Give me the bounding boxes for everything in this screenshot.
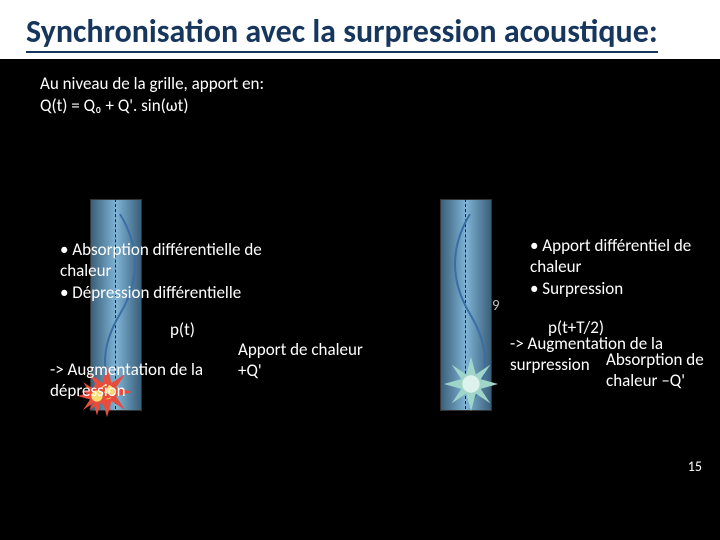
diagram-body: Au niveau de la grille, apport en: Q(t) … xyxy=(0,59,720,489)
right-heat-label: Absorption de chaleur –Q' xyxy=(606,349,720,392)
arrow-right-icon: → xyxy=(548,297,564,319)
right-nine-marker: 9 xyxy=(492,297,500,316)
left-panel: • Absorption différentielle de chaleur •… xyxy=(30,199,340,459)
right-bullets: • Apport différentiel de chaleur • Surpr… xyxy=(530,235,720,299)
left-pt-label: p(t) xyxy=(170,319,195,340)
right-burst-icon xyxy=(442,355,500,413)
intro-line-2: Q(t) = Q₀ + Q'. sin(ωt) xyxy=(40,95,264,117)
intro-line-1: Au niveau de la grille, apport en: xyxy=(40,73,264,95)
page-title: Synchronisation avec la surpression acou… xyxy=(26,14,658,53)
intro-text: Au niveau de la grille, apport en: Q(t) … xyxy=(40,73,264,117)
left-bullets: • Absorption différentielle de chaleur •… xyxy=(60,239,270,303)
page-number: 15 xyxy=(688,458,702,475)
right-panel: → 9 • Apport différentiel de chaleur • S… xyxy=(380,199,690,459)
left-result: -> Augmentation de la dépression xyxy=(50,359,280,402)
